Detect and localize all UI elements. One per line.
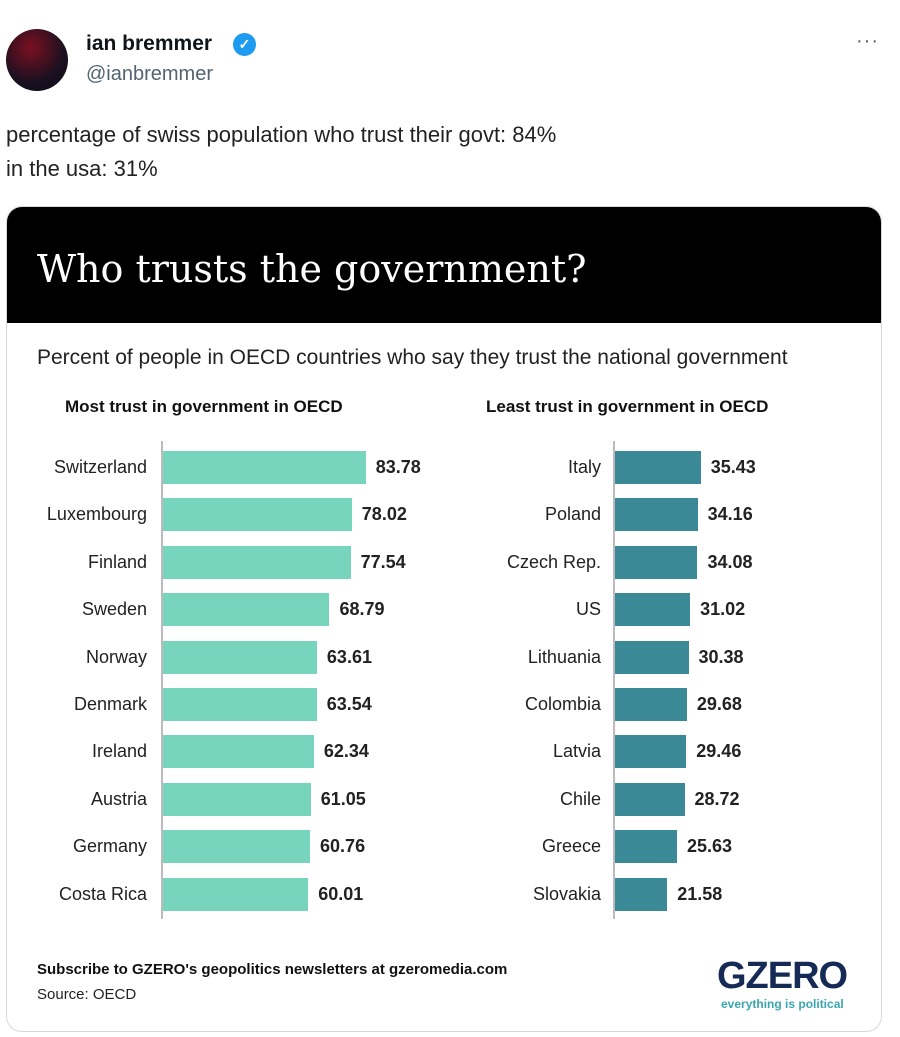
axis-line: [161, 441, 163, 919]
bar-value-label: 30.38: [698, 646, 744, 667]
bar-value-label: 63.61: [326, 646, 372, 667]
infographic-subtitle: Percent of people in OECD countries who …: [37, 346, 788, 369]
bar: [163, 498, 352, 532]
infographic-title: Who trusts the government?: [7, 207, 881, 323]
bar: [163, 545, 351, 579]
infographic-card[interactable]: Who trusts the government? Percent of pe…: [6, 206, 882, 1032]
footer-subscribe: Subscribe to GZERO's geopolitics newslet…: [37, 961, 508, 978]
least-trust-heading: Least trust in government in OECD: [486, 397, 769, 416]
bar: [615, 498, 698, 532]
bar-value-label: 77.54: [360, 551, 406, 572]
bar-value-label: 83.78: [375, 457, 421, 477]
bar-label: Chile: [559, 788, 601, 809]
most-trust-heading: Most trust in government in OECD: [65, 397, 343, 416]
bar-value-label: 25.63: [687, 836, 733, 857]
bar: [163, 640, 317, 674]
bar: [615, 830, 678, 864]
bar-label: Czech Rep.: [506, 551, 601, 572]
bar-label: Sweden: [81, 599, 147, 620]
bar: [615, 735, 687, 769]
bar: [615, 877, 668, 911]
bar-label: Finland: [87, 551, 147, 572]
bar-value-label: 34.08: [707, 551, 753, 572]
axis-line: [613, 441, 615, 919]
gzero-logo: GZERO: [717, 955, 848, 997]
bar-value-label: 29.46: [696, 741, 742, 762]
avatar[interactable]: [6, 29, 68, 91]
bar-label: Costa Rica: [58, 883, 147, 904]
verified-badge-icon: ✓: [233, 33, 256, 56]
bar-value-label: 78.02: [361, 504, 407, 525]
gzero-tagline: everything is political: [721, 997, 844, 1011]
bar-label: Slovakia: [532, 883, 601, 904]
more-options-icon[interactable]: ···: [856, 30, 879, 52]
bar-label: Germany: [72, 836, 147, 857]
bar-value-label: 61.05: [320, 788, 366, 809]
bar: [615, 451, 701, 484]
bar-value-label: 68.79: [339, 599, 385, 620]
bar-label: Italy: [567, 457, 601, 477]
bar-label: Poland: [544, 504, 601, 525]
tweet-text: percentage of swiss population who trust…: [6, 118, 556, 186]
bar-value-label: 60.76: [320, 836, 366, 857]
footer-source: Source: OECD: [37, 986, 137, 1003]
bar: [615, 782, 685, 816]
bar-label: Norway: [85, 646, 147, 667]
bar-label: Latvia: [552, 741, 601, 762]
tweet-line: percentage of swiss population who trust…: [6, 122, 557, 147]
bar-label: Greece: [541, 836, 601, 857]
bar: [163, 735, 314, 769]
bar-value-label: 60.01: [318, 883, 364, 904]
bar-label: Switzerland: [53, 457, 147, 477]
bar-value-label: 21.58: [677, 883, 723, 904]
bar-label: US: [575, 599, 601, 620]
bar-value-label: 29.68: [696, 694, 742, 714]
bar: [163, 877, 309, 911]
bar-value-label: 63.54: [326, 694, 372, 714]
bar-label: Ireland: [91, 741, 147, 762]
bar: [163, 782, 311, 816]
bar: [615, 640, 689, 674]
bar-value-label: 31.02: [700, 599, 746, 620]
bar: [615, 688, 687, 721]
bar: [163, 830, 311, 864]
bar-label: Austria: [90, 788, 147, 809]
author-handle[interactable]: @ianbremmer: [86, 63, 214, 85]
author-name[interactable]: ian bremmer: [86, 32, 213, 55]
bar-value-label: 28.72: [694, 788, 740, 809]
bar-label: Denmark: [73, 694, 147, 714]
bar-label: Luxembourg: [46, 504, 147, 525]
bar: [163, 688, 317, 721]
bar-value-label: 62.34: [323, 741, 369, 762]
bar: [615, 545, 698, 579]
bar: [163, 593, 330, 627]
bar-value-label: 34.16: [707, 504, 753, 525]
bar: [615, 593, 691, 627]
bar-value-label: 35.43: [710, 457, 756, 477]
bar: [163, 451, 366, 484]
bar-label: Lithuania: [527, 646, 601, 667]
tweet-line: in the usa: 31%: [6, 156, 158, 181]
bar-label: Colombia: [524, 694, 601, 714]
